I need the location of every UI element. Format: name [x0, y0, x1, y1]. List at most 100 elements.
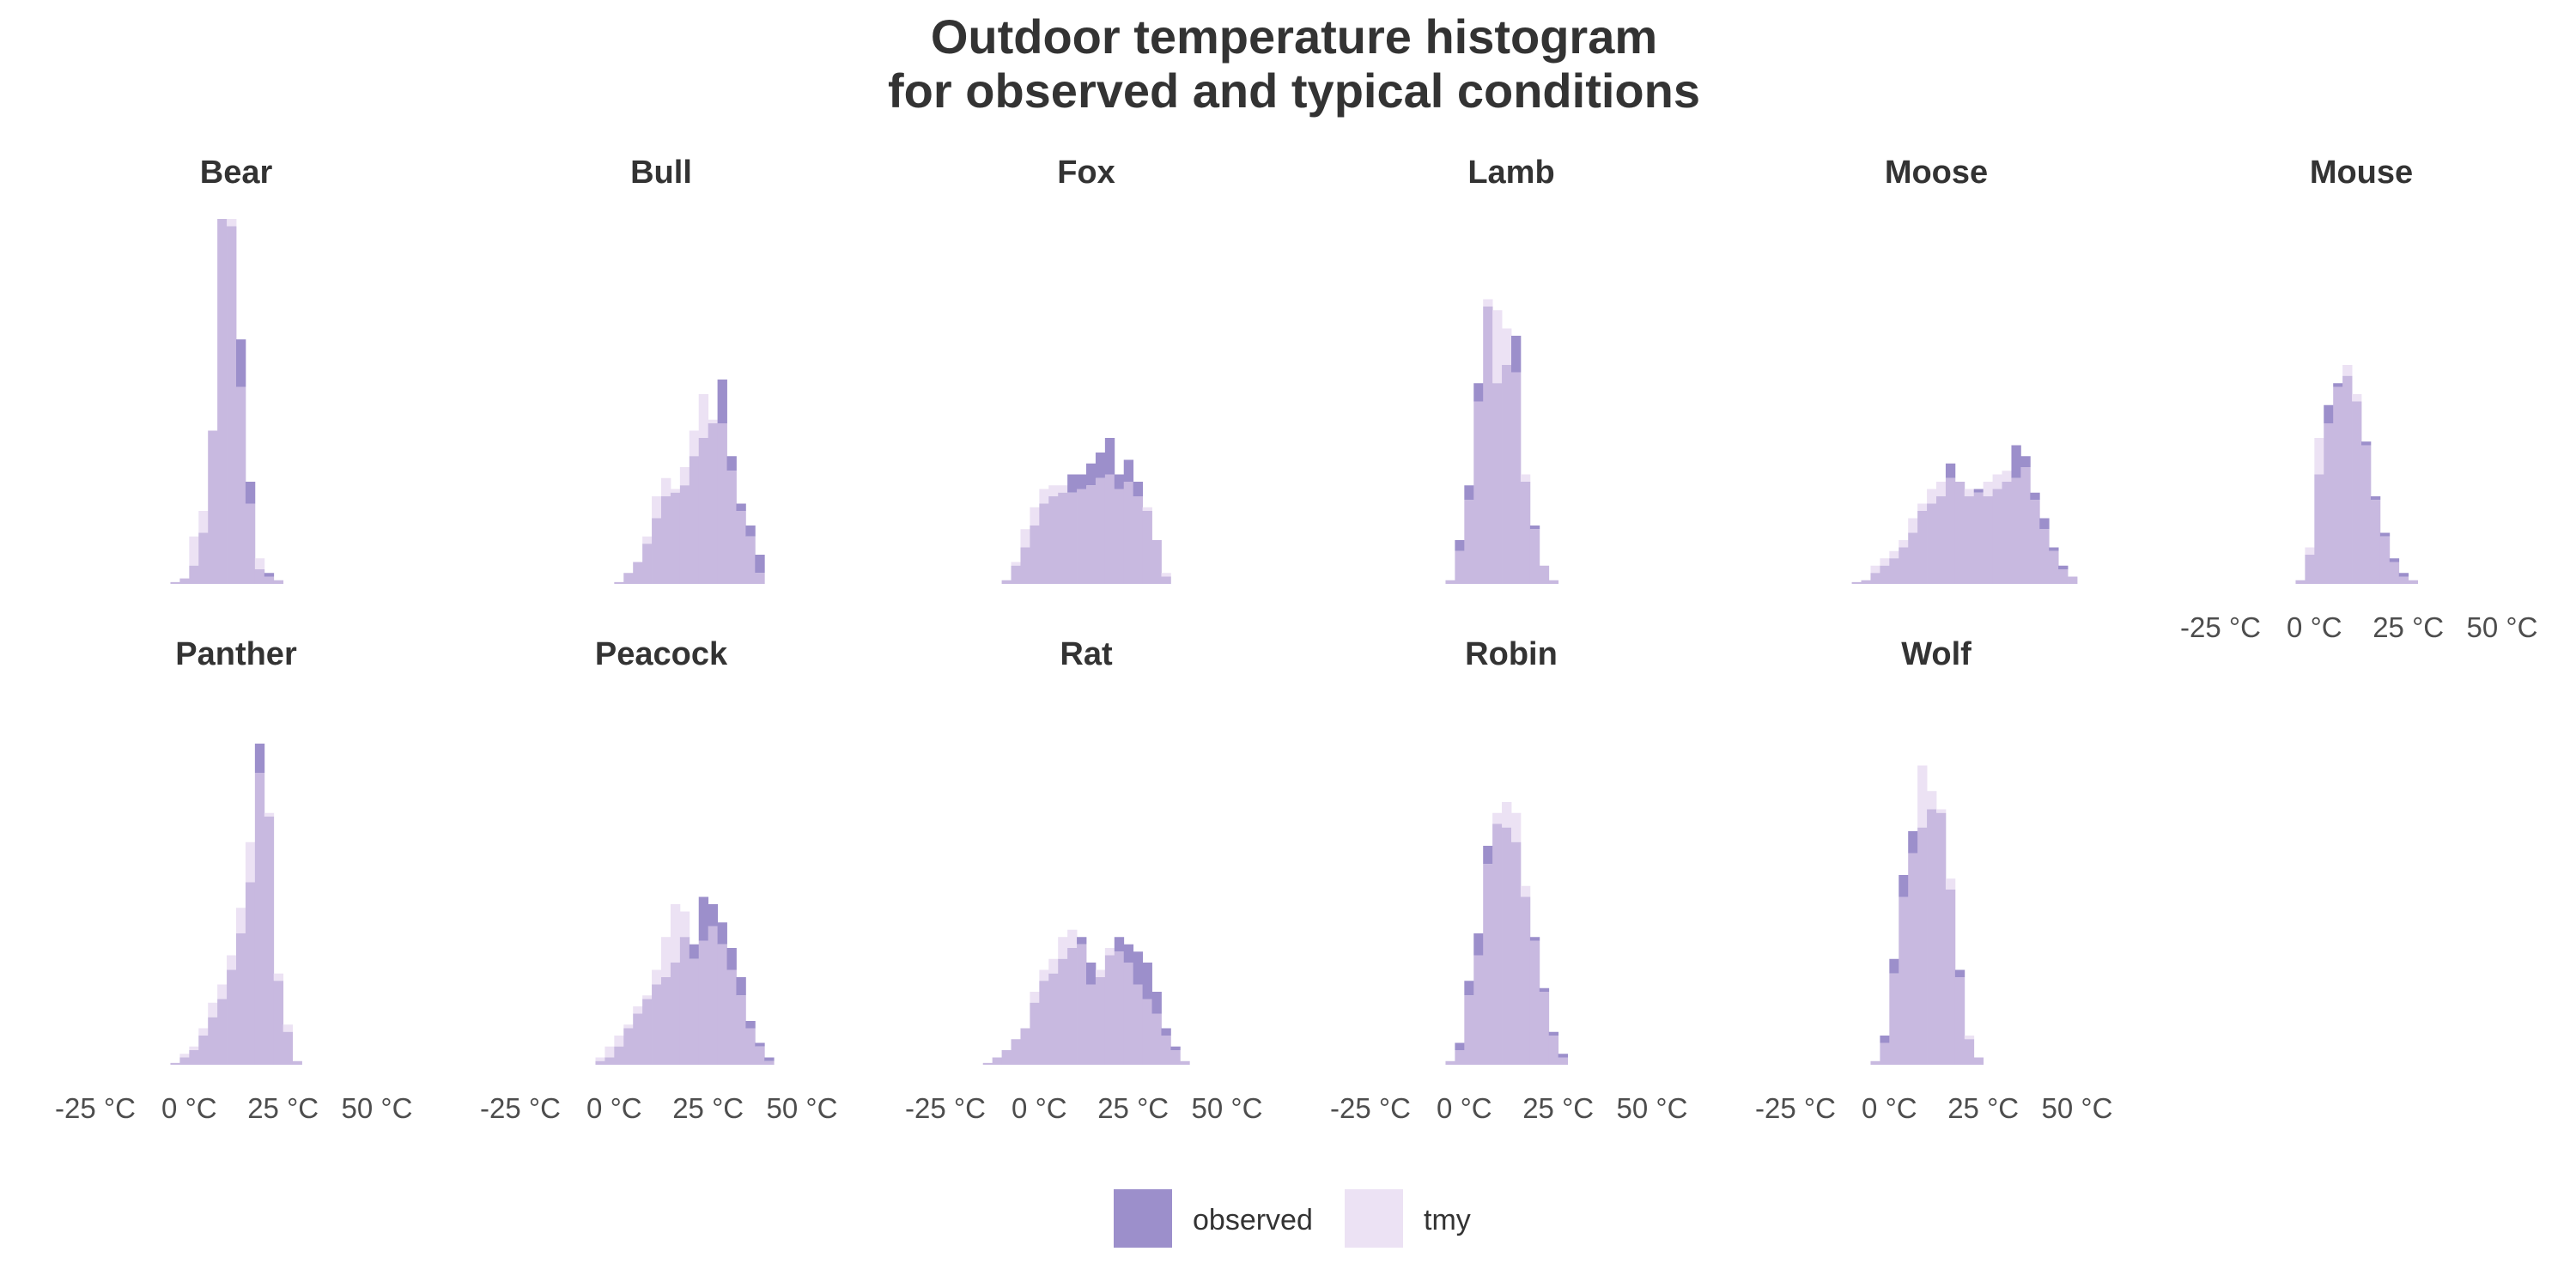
- bar-overlap: [2342, 375, 2353, 584]
- bar-tmy-excess: [1039, 969, 1049, 981]
- bar-overlap: [726, 471, 737, 584]
- bar-tmy-excess: [1917, 765, 1928, 828]
- bar-overlap: [1861, 580, 1871, 584]
- bar-overlap: [1992, 489, 2002, 584]
- bar-overlap: [236, 386, 246, 584]
- bar-overlap: [633, 1013, 643, 1065]
- bar-overlap: [1917, 827, 1928, 1065]
- bar-tmy-excess: [245, 841, 256, 883]
- x-axis-robin: -25 °C 0 °C 25 °C 50 °C: [1330, 1092, 1687, 1124]
- bar-overlap: [1077, 489, 1087, 584]
- bar-overlap: [1077, 944, 1087, 1065]
- bar-observed-excess: [264, 573, 275, 577]
- bar-tmy-excess: [1520, 885, 1531, 897]
- x-tick-label: 50 °C: [2042, 1092, 2113, 1124]
- bar-tmy-excess: [1927, 489, 1937, 504]
- bar-overlap: [273, 981, 284, 1065]
- x-tick-label: 0 °C: [161, 1092, 217, 1124]
- bar-observed-excess: [1104, 438, 1115, 475]
- x-tick-label: 25 °C: [672, 1092, 744, 1124]
- x-tick-label: 25 °C: [1522, 1092, 1594, 1124]
- bar-tmy-excess: [1058, 937, 1068, 959]
- bar-tmy-excess: [614, 1036, 624, 1047]
- bar-overlap: [1558, 1057, 1568, 1065]
- bar-overlap: [1473, 955, 1484, 1065]
- legend-swatch-observed: [1114, 1189, 1172, 1248]
- x-tick-label: -25 °C: [55, 1092, 136, 1124]
- bar-overlap: [264, 817, 275, 1065]
- bar-overlap: [2305, 555, 2315, 584]
- bar-overlap: [1870, 573, 1880, 584]
- bar-observed-excess: [236, 339, 246, 387]
- bar-overlap: [1455, 550, 1465, 584]
- bar-overlap: [623, 573, 634, 584]
- bar-observed-excess: [708, 904, 718, 927]
- bar-overlap: [1104, 955, 1115, 1065]
- bar-overlap: [1520, 896, 1531, 1065]
- bar-overlap: [1039, 503, 1049, 584]
- bar-tmy-excess: [236, 908, 246, 933]
- panel-lamb: Lamb: [1445, 155, 1559, 584]
- bar-overlap: [1020, 547, 1030, 584]
- bar-observed-excess: [2389, 558, 2400, 562]
- bar-overlap: [1502, 827, 1512, 1065]
- panels: Bear Bull Fox Lamb Moose Mouse Panther Peacock R…: [170, 155, 2418, 1065]
- bar-overlap: [2068, 576, 2078, 584]
- bar-observed-excess: [1086, 463, 1097, 486]
- bar-observed-excess: [2370, 496, 2381, 501]
- bar-overlap: [745, 1028, 756, 1065]
- bar-tmy-excess: [208, 1002, 218, 1018]
- panel-bull: Bull: [614, 155, 765, 584]
- bar-tmy-excess: [1095, 969, 1106, 977]
- bar-observed-excess: [726, 456, 737, 471]
- bar-observed-excess: [1142, 963, 1152, 999]
- bar-overlap: [1151, 1013, 1162, 1065]
- bar-overlap: [1889, 973, 1899, 1065]
- bar-observed-excess: [1464, 981, 1474, 996]
- bar-overlap: [745, 536, 756, 584]
- bar-observed-excess: [2361, 441, 2372, 446]
- bar-observed-excess: [2049, 547, 2059, 551]
- bar-tmy-excess: [198, 511, 209, 533]
- bar-overlap: [1548, 580, 1559, 584]
- x-axis-peacock: -25 °C 0 °C 25 °C 50 °C: [480, 1092, 837, 1124]
- bar-tmy-excess: [652, 969, 662, 985]
- bar-tmy-excess: [2305, 547, 2315, 555]
- panel-title-wolf: Wolf: [1901, 636, 1971, 672]
- bar-overlap: [1011, 1039, 1021, 1065]
- panel-title-fox: Fox: [1057, 155, 1115, 191]
- bar-overlap: [679, 485, 690, 584]
- bar-observed-excess: [1455, 1042, 1465, 1050]
- x-tick-label: 0 °C: [1862, 1092, 1917, 1124]
- bar-overlap: [1539, 992, 1550, 1065]
- bar-tmy-excess: [1964, 489, 1975, 496]
- bar-overlap: [2352, 401, 2362, 584]
- bar-overlap: [217, 219, 228, 584]
- legend-label-tmy: tmy: [1424, 1204, 1471, 1236]
- bar-tmy-excess: [1104, 948, 1115, 956]
- bar-overlap: [1973, 1057, 1984, 1065]
- x-tick-label: 25 °C: [1947, 1092, 2019, 1124]
- x-tick-label: 50 °C: [767, 1092, 838, 1124]
- bar-overlap: [642, 544, 653, 584]
- bar-observed-excess: [1473, 933, 1484, 956]
- bar-tmy-excess: [1011, 562, 1021, 566]
- bar-overlap: [2408, 580, 2418, 584]
- bar-observed-excess: [736, 503, 746, 511]
- bar-overlap: [1945, 890, 1956, 1065]
- bar-observed-excess: [1123, 944, 1134, 963]
- bar-tmy-excess: [1520, 474, 1531, 482]
- bar-overlap: [292, 1060, 302, 1065]
- bar-observed-excess: [1077, 474, 1087, 489]
- bar-observed-excess: [2324, 404, 2334, 423]
- bar-tmy-excess: [264, 812, 275, 817]
- bar-overlap: [1058, 958, 1068, 1065]
- bar-observed-excess: [1123, 459, 1134, 482]
- x-tick-label: -25 °C: [2180, 611, 2261, 643]
- x-tick-label: -25 °C: [1330, 1092, 1411, 1124]
- bar-overlap: [1001, 1050, 1012, 1065]
- x-tick-label: 50 °C: [342, 1092, 413, 1124]
- bar-overlap: [1067, 492, 1078, 584]
- x-axis-rat: -25 °C 0 °C 25 °C 50 °C: [905, 1092, 1262, 1124]
- bar-observed-excess: [1170, 1046, 1181, 1050]
